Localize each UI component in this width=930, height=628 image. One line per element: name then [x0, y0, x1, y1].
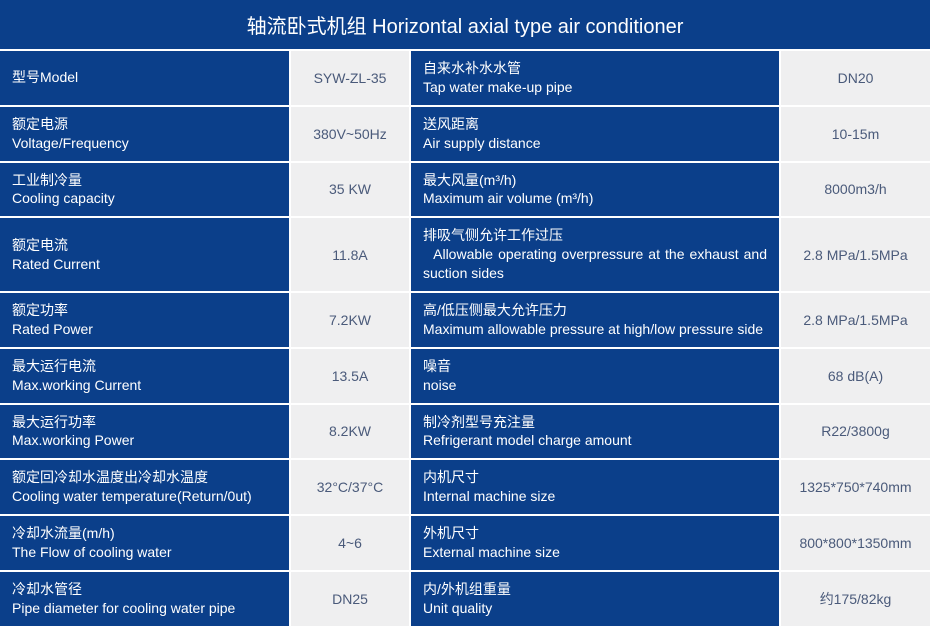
right-label-cn: 内/外机组重量 [423, 580, 767, 599]
right-label: 内机尺寸Internal machine size [410, 459, 780, 515]
right-value: 2.8 MPa/1.5MPa [780, 292, 930, 348]
right-value: 68 dB(A) [780, 348, 930, 404]
right-label-cn: 外机尺寸 [423, 524, 767, 543]
left-label-cn: 冷却水流量(m/h) [12, 524, 277, 543]
left-value: 380V~50Hz [290, 106, 410, 162]
right-label-en: Allowable operating overpressure at the … [423, 245, 767, 283]
spec-table: 轴流卧式机组 Horizontal axial type air conditi… [0, 0, 930, 628]
right-label: 内/外机组重量Unit quality [410, 571, 780, 627]
right-label-en: Internal machine size [423, 487, 767, 506]
right-value: 8000m3/h [780, 162, 930, 218]
right-label-en: Maximum allowable pressure at high/low p… [423, 320, 767, 339]
left-value: 8.2KW [290, 404, 410, 460]
right-label-cn: 排吸气侧允许工作过压 [423, 226, 767, 245]
table-row: 工业制冷量Cooling capacity35 KW最大风量(m³/h)Maxi… [0, 162, 930, 218]
right-label-cn: 制冷剂型号充注量 [423, 413, 767, 432]
left-label-en: Cooling water temperature(Return/0ut) [12, 487, 277, 506]
right-label: 排吸气侧允许工作过压 Allowable operating overpress… [410, 217, 780, 292]
right-value: 1325*750*740mm [780, 459, 930, 515]
title-row: 轴流卧式机组 Horizontal axial type air conditi… [0, 0, 930, 50]
table-row: 型号ModelSYW-ZL-35自来水补水水管Tap water make-up… [0, 50, 930, 106]
table-row: 额定回冷却水温度出冷却水温度Cooling water temperature(… [0, 459, 930, 515]
right-value: R22/3800g [780, 404, 930, 460]
right-label-en: External machine size [423, 543, 767, 562]
left-label: 额定功率Rated Power [0, 292, 290, 348]
right-value: 10-15m [780, 106, 930, 162]
left-label-cn: 冷却水管径 [12, 580, 277, 599]
right-label: 送风距离Air supply distance [410, 106, 780, 162]
table-row: 最大运行电流Max.working Current13.5A噪音noise68 … [0, 348, 930, 404]
left-label: 冷却水流量(m/h)The Flow of cooling water [0, 515, 290, 571]
left-label-cn: 额定功率 [12, 301, 277, 320]
right-label: 噪音noise [410, 348, 780, 404]
table-row: 冷却水流量(m/h)The Flow of cooling water4~6外机… [0, 515, 930, 571]
left-label: 最大运行功率Max.working Power [0, 404, 290, 460]
left-label: 最大运行电流Max.working Current [0, 348, 290, 404]
table-row: 最大运行功率Max.working Power8.2KW制冷剂型号充注量Refr… [0, 404, 930, 460]
right-label: 外机尺寸External machine size [410, 515, 780, 571]
right-label: 高/低压侧最大允许压力Maximum allowable pressure at… [410, 292, 780, 348]
right-label-cn: 高/低压侧最大允许压力 [423, 301, 767, 320]
left-label-en: Voltage/Frequency [12, 134, 277, 153]
left-label-en: Max.working Current [12, 376, 277, 395]
table-title: 轴流卧式机组 Horizontal axial type air conditi… [0, 0, 930, 50]
right-label-cn: 自来水补水水管 [423, 59, 767, 78]
right-value: DN20 [780, 50, 930, 106]
left-value: 11.8A [290, 217, 410, 292]
left-label: 额定电流Rated Current [0, 217, 290, 292]
table-row: 额定功率Rated Power7.2KW高/低压侧最大允许压力Maximum a… [0, 292, 930, 348]
left-label-cn: 额定电源 [12, 115, 277, 134]
left-label-cn: 额定回冷却水温度出冷却水温度 [12, 468, 277, 487]
right-value: 800*800*1350mm [780, 515, 930, 571]
right-label: 最大风量(m³/h)Maximum air volume (m³/h) [410, 162, 780, 218]
left-value: SYW-ZL-35 [290, 50, 410, 106]
left-value: 13.5A [290, 348, 410, 404]
right-label-cn: 内机尺寸 [423, 468, 767, 487]
left-label-en: Pipe diameter for cooling water pipe [12, 599, 277, 618]
left-label-cn: 最大运行功率 [12, 413, 277, 432]
left-label-cn: 最大运行电流 [12, 357, 277, 376]
right-label-en: Unit quality [423, 599, 767, 618]
left-label: 额定回冷却水温度出冷却水温度Cooling water temperature(… [0, 459, 290, 515]
right-label: 自来水补水水管Tap water make-up pipe [410, 50, 780, 106]
left-label-cn: 额定电流 [12, 236, 277, 255]
left-label-cn: 型号Model [12, 68, 277, 87]
right-label-en: Refrigerant model charge amount [423, 431, 767, 450]
right-label-en: Tap water make-up pipe [423, 78, 767, 97]
right-label: 制冷剂型号充注量Refrigerant model charge amount [410, 404, 780, 460]
left-label-en: Rated Current [12, 255, 277, 274]
right-label-en: Maximum air volume (m³/h) [423, 189, 767, 208]
left-value: 4~6 [290, 515, 410, 571]
left-value: DN25 [290, 571, 410, 627]
left-value: 7.2KW [290, 292, 410, 348]
left-label-en: The Flow of cooling water [12, 543, 277, 562]
left-value: 32°C/37°C [290, 459, 410, 515]
left-label: 额定电源Voltage/Frequency [0, 106, 290, 162]
right-label-cn: 最大风量(m³/h) [423, 171, 767, 190]
right-label-en: noise [423, 376, 767, 395]
right-label-cn: 噪音 [423, 357, 767, 376]
left-label: 型号Model [0, 50, 290, 106]
left-value: 35 KW [290, 162, 410, 218]
left-label: 工业制冷量Cooling capacity [0, 162, 290, 218]
table-row: 额定电源Voltage/Frequency380V~50Hz送风距离Air su… [0, 106, 930, 162]
left-label-en: Max.working Power [12, 431, 277, 450]
left-label-cn: 工业制冷量 [12, 171, 277, 190]
left-label: 冷却水管径Pipe diameter for cooling water pip… [0, 571, 290, 627]
left-label-en: Rated Power [12, 320, 277, 339]
right-label-en: Air supply distance [423, 134, 767, 153]
right-value: 约175/82kg [780, 571, 930, 627]
table-row: 冷却水管径Pipe diameter for cooling water pip… [0, 571, 930, 627]
table-row: 额定电流Rated Current11.8A排吸气侧允许工作过压 Allowab… [0, 217, 930, 292]
right-value: 2.8 MPa/1.5MPa [780, 217, 930, 292]
right-label-cn: 送风距离 [423, 115, 767, 134]
left-label-en: Cooling capacity [12, 189, 277, 208]
